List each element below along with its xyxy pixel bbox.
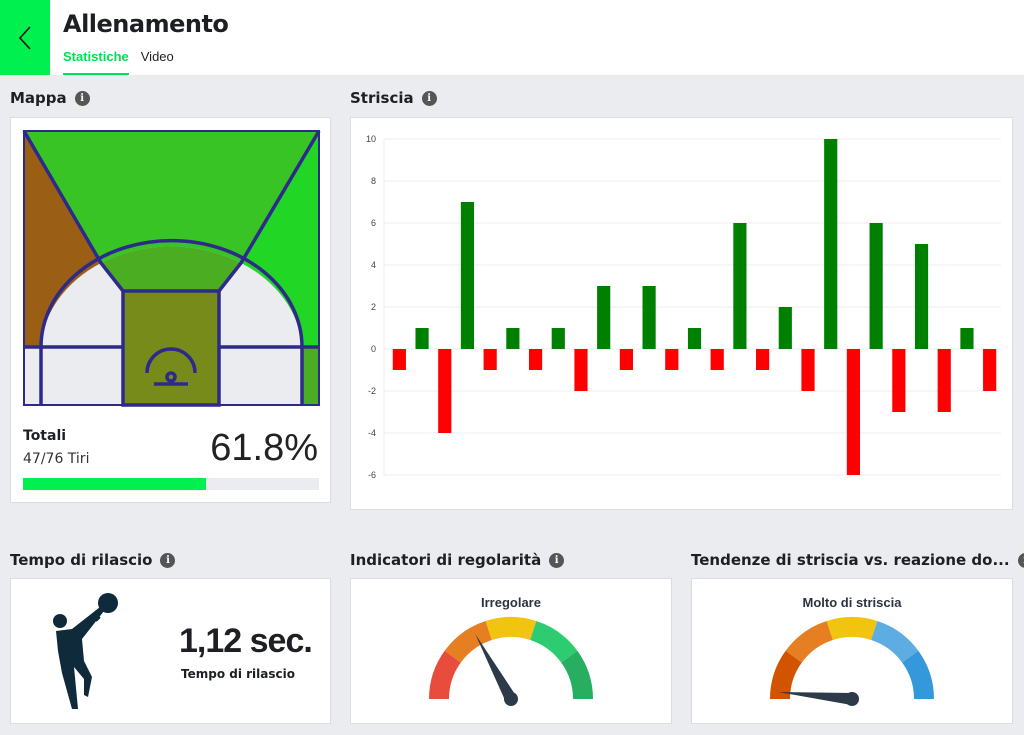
bar <box>687 328 702 349</box>
bar <box>551 328 565 349</box>
bar <box>869 223 883 349</box>
bar <box>710 349 724 370</box>
tendenze-card: Molto di striscia <box>691 578 1013 724</box>
mappa-heading: Mappa i <box>10 89 90 107</box>
gauge-needle-hub <box>845 692 859 706</box>
gauge-label: Irregolare <box>481 595 541 610</box>
tab-video[interactable]: Video <box>140 49 174 64</box>
gauge-needle <box>778 692 853 705</box>
info-icon[interactable]: i <box>549 552 565 568</box>
y-tick-label: 0 <box>371 344 376 354</box>
chevron-left-icon <box>18 25 31 50</box>
bar <box>528 349 543 370</box>
bar <box>574 349 588 391</box>
page-title: Allenamento <box>63 10 229 38</box>
y-tick-label: -6 <box>368 470 376 480</box>
zone-top[interactable] <box>24 131 319 263</box>
info-icon[interactable]: i <box>421 90 437 106</box>
y-tick-label: 8 <box>371 176 376 186</box>
bar <box>983 349 997 391</box>
gauge-segment <box>770 650 802 699</box>
bar <box>665 349 679 370</box>
release-time-caption: Tempo di rilascio <box>181 667 295 681</box>
regolarita-card: Irregolare <box>350 578 672 724</box>
bar <box>642 286 656 349</box>
zone-right-wing[interactable] <box>241 131 319 347</box>
gauge-segment <box>485 617 537 641</box>
progress-fill <box>23 478 206 490</box>
gauge-segment <box>785 621 833 663</box>
gauge-label: Molto di striscia <box>802 595 902 610</box>
zone-right-corner[interactable] <box>302 347 319 405</box>
bar <box>824 139 838 349</box>
section-title: Tempo di rilascio <box>10 551 153 569</box>
totals-label: Totali <box>23 428 67 444</box>
gauge-segment <box>561 650 593 699</box>
y-tick-label: 2 <box>371 302 376 312</box>
regularity-gauge <box>429 617 593 706</box>
court-map <box>22 130 321 407</box>
gauge-segment <box>871 621 919 663</box>
bar <box>756 349 770 370</box>
info-icon[interactable]: i <box>74 90 90 106</box>
bar <box>801 349 815 391</box>
info-icon[interactable]: i <box>1017 552 1024 568</box>
release-time-value: 1,12 sec. <box>179 622 313 660</box>
bar <box>597 286 611 349</box>
bar <box>619 349 633 370</box>
tab-statistiche[interactable]: Statistiche <box>63 49 129 75</box>
bar <box>506 328 520 349</box>
gauge-segment <box>429 650 461 699</box>
striscia-card: 10 8 6 4 2 0 -2 -4 -6 <box>350 117 1013 510</box>
streak-bar-chart: 10 8 6 4 2 0 -2 -4 -6 <box>366 134 1001 480</box>
hoop-arc <box>145 347 197 374</box>
streak-tendency-gauge <box>770 617 934 706</box>
gauge-needle <box>475 634 517 702</box>
gauge-segment <box>530 621 578 663</box>
header: Allenamento Statistiche Video <box>0 0 1024 75</box>
section-title: Striscia <box>350 89 414 107</box>
percentage: 61.8% <box>210 427 318 469</box>
bar <box>733 223 747 349</box>
section-title: Mappa <box>10 89 67 107</box>
gauge-needle-hub <box>504 692 518 706</box>
shooter-icon <box>53 593 118 709</box>
y-tick-label: 6 <box>371 218 376 228</box>
y-tick-label: 10 <box>366 134 376 144</box>
regolarita-heading: Indicatori di regolarità i <box>350 551 565 569</box>
section-title: Tendenze di striscia vs. reazione do... <box>691 551 1010 569</box>
bar <box>960 328 974 349</box>
y-tick-label: -2 <box>368 386 376 396</box>
bar <box>846 349 861 475</box>
striscia-heading: Striscia i <box>350 89 437 107</box>
shots-count: 47/76 Tiri <box>23 451 90 467</box>
rilascio-heading: Tempo di rilascio i <box>10 551 176 569</box>
bar <box>892 349 906 412</box>
progress-bar <box>23 478 319 490</box>
zone-left-wing[interactable] <box>24 131 101 347</box>
tab-bar: Statistiche Video <box>63 49 174 75</box>
gauge-segment <box>826 617 878 641</box>
info-icon[interactable]: i <box>160 552 176 568</box>
section-title: Indicatori di regolarità <box>350 551 542 569</box>
mappa-card: Totali 47/76 Tiri 61.8% <box>10 117 331 503</box>
y-tick-label: -4 <box>368 428 376 438</box>
bar <box>937 349 951 412</box>
bar <box>914 244 929 349</box>
zone-mid-top[interactable] <box>101 246 241 291</box>
gauge-segment <box>902 650 934 699</box>
bar <box>460 202 475 349</box>
bar <box>778 307 792 349</box>
bar <box>438 349 452 433</box>
back-button[interactable] <box>0 0 50 75</box>
bar <box>415 328 429 349</box>
rilascio-card: 1,12 sec. Tempo di rilascio <box>10 578 331 724</box>
bar <box>392 349 406 370</box>
gauge-segment <box>444 621 492 663</box>
bar <box>483 349 497 370</box>
tendenze-heading: Tendenze di striscia vs. reazione do... i <box>691 551 1024 569</box>
y-tick-label: 4 <box>371 260 376 270</box>
